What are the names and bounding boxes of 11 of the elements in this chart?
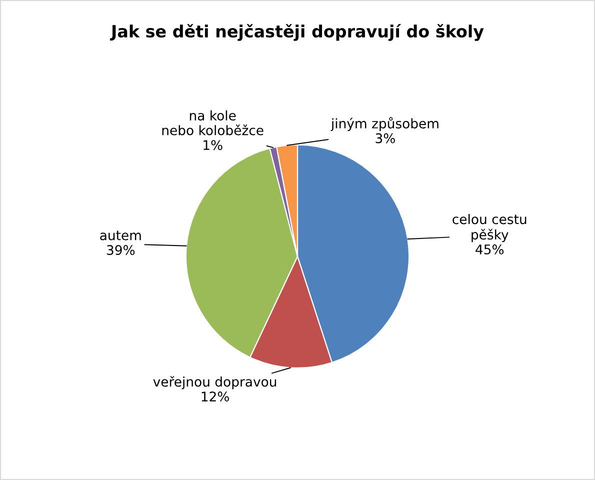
slice-label: jiným způsobem (330, 117, 438, 132)
data-label: 1% (204, 140, 222, 150)
data-label: 3% (376, 133, 395, 144)
slice-label: veřejnou dopravou (153, 376, 276, 390)
chart-title: Jak se děti nejčastěji dopravují do školy (110, 24, 484, 41)
data-label: 45% (476, 244, 504, 254)
slice-label: celou cestu pěšky (452, 214, 526, 242)
slice-label: autem (100, 230, 141, 240)
slice-label: na kole nebo koloběžce (162, 110, 264, 136)
data-label: 39% (107, 245, 135, 256)
data-label: 12% (202, 392, 229, 402)
